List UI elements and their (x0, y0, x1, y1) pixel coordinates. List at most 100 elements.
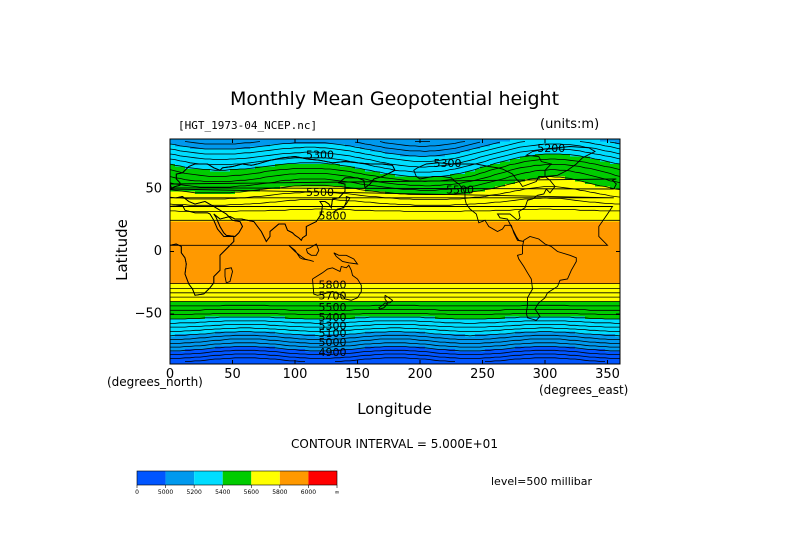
band-cell (255, 139, 261, 143)
band-cell (235, 231, 241, 235)
band-cell (225, 229, 231, 233)
band-cell (600, 171, 606, 175)
band-cell (580, 184, 586, 188)
band-cell (535, 241, 541, 245)
band-cell (315, 239, 321, 243)
band-cell (540, 214, 546, 218)
band-cell (285, 204, 291, 208)
band-cell (470, 224, 476, 228)
band-cell (230, 206, 236, 210)
band-cell (485, 166, 491, 170)
band-cell (210, 151, 216, 155)
band-cell (570, 259, 576, 263)
band-cell (425, 166, 431, 170)
band-cell (400, 221, 406, 225)
band-cell (410, 211, 416, 215)
band-cell (430, 224, 436, 228)
band-cell (245, 216, 251, 220)
band-cell (530, 176, 536, 180)
band-cell (270, 191, 276, 195)
band-cell (200, 266, 206, 270)
band-cell (235, 211, 241, 215)
band-cell (225, 154, 231, 158)
band-cell (280, 254, 286, 258)
band-cell (255, 146, 261, 150)
band-cell (405, 161, 411, 165)
band-cell (495, 171, 501, 175)
band-cell (325, 164, 331, 168)
band-cell (320, 256, 326, 260)
band-cell (180, 246, 186, 250)
band-cell (605, 156, 611, 160)
band-cell (190, 234, 196, 238)
band-cell (320, 154, 326, 158)
band-cell (590, 166, 596, 170)
band-cell (360, 249, 366, 253)
band-cell (175, 214, 181, 218)
band-cell (555, 224, 561, 228)
band-cell (525, 216, 531, 220)
band-cell (575, 201, 581, 205)
band-cell (540, 181, 546, 185)
band-cell (385, 189, 391, 193)
band-cell (465, 229, 471, 233)
band-cell (330, 249, 336, 253)
band-cell (475, 256, 481, 260)
band-cell (520, 164, 526, 168)
band-cell (190, 184, 196, 188)
band-cell (560, 161, 566, 165)
band-cell (440, 231, 446, 235)
band-cell (430, 226, 436, 230)
band-cell (545, 259, 551, 263)
band-cell (565, 251, 571, 255)
band-cell (320, 199, 326, 203)
band-cell (580, 179, 586, 183)
band-cell (385, 239, 391, 243)
band-cell (590, 164, 596, 168)
band-cell (300, 261, 306, 265)
band-cell (585, 261, 591, 265)
band-cell (535, 256, 541, 260)
band-cell (180, 261, 186, 265)
band-cell (340, 194, 346, 198)
band-cell (580, 171, 586, 175)
band-cell (330, 276, 336, 280)
band-cell (265, 241, 271, 245)
band-cell (530, 194, 536, 198)
band-cell (495, 206, 501, 210)
band-cell (420, 234, 426, 238)
band-cell (550, 226, 556, 230)
band-cell (330, 239, 336, 243)
band-cell (275, 146, 281, 150)
band-cell (565, 179, 571, 183)
band-cell (300, 226, 306, 230)
band-cell (410, 264, 416, 268)
band-cell (310, 194, 316, 198)
band-cell (440, 186, 446, 190)
band-cell (525, 171, 531, 175)
band-cell (515, 169, 521, 173)
band-cell (310, 191, 316, 195)
band-cell (540, 249, 546, 253)
band-cell (445, 149, 451, 153)
band-cell (580, 214, 586, 218)
band-cell (465, 236, 471, 240)
band-cell (320, 166, 326, 170)
band-cell (420, 229, 426, 233)
band-cell (315, 159, 321, 163)
band-cell (195, 266, 201, 270)
band-cell (280, 176, 286, 180)
band-cell (185, 221, 191, 225)
band-cell (405, 239, 411, 243)
band-cell (340, 269, 346, 273)
band-cell (275, 171, 281, 175)
band-cell (605, 189, 611, 193)
band-cell (340, 224, 346, 228)
band-cell (580, 206, 586, 210)
band-cell (365, 256, 371, 260)
band-cell (210, 214, 216, 218)
band-cell (210, 274, 216, 278)
band-cell (360, 269, 366, 273)
band-cell (330, 261, 336, 265)
band-cell (510, 256, 516, 260)
